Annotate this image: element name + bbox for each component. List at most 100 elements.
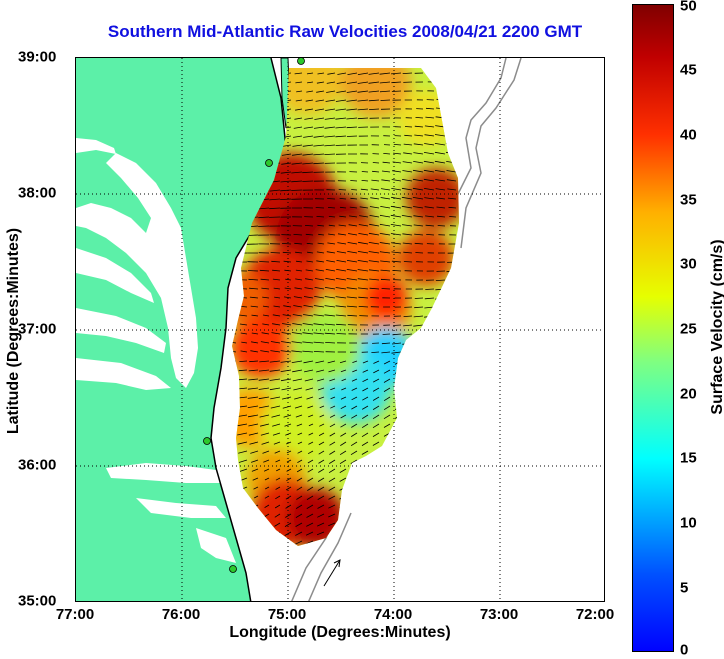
velocity-vector (335, 296, 347, 299)
velocity-vector (379, 251, 391, 254)
velocity-vector (232, 504, 237, 508)
velocity-vector (380, 260, 391, 263)
velocity-vector (362, 513, 369, 516)
velocity-vector (270, 341, 281, 344)
velocity-vector (391, 522, 402, 525)
velocity-vector (360, 197, 369, 200)
velocity-vector (317, 495, 325, 500)
velocity-vector (313, 341, 325, 344)
velocity-vector (340, 414, 347, 419)
velocity-vector (317, 504, 325, 509)
velocity-vector (423, 540, 435, 543)
velocity-vector (302, 153, 314, 156)
velocity-vector (391, 196, 402, 200)
velocity-vector (413, 315, 424, 318)
velocity-vector (402, 513, 413, 516)
velocity-vector (351, 378, 358, 382)
velocity-vector (324, 305, 336, 308)
velocity-vector (315, 269, 325, 272)
velocity-vector (306, 260, 314, 263)
velocity-vector (369, 287, 380, 290)
velocity-vector (390, 233, 402, 236)
velocity-vector (412, 169, 424, 173)
velocity-vector (285, 495, 292, 500)
velocity-vector (339, 198, 347, 200)
velocity-vector (346, 108, 358, 111)
velocity-vector (238, 369, 248, 372)
velocity-vector (236, 423, 248, 427)
velocity-vector (262, 296, 270, 299)
velocity-vector (294, 72, 303, 75)
velocity-vector (348, 224, 358, 227)
velocity-vector (291, 350, 303, 353)
velocity-vector (361, 423, 369, 429)
velocity-vector (383, 387, 391, 392)
velocity-vector (317, 486, 325, 491)
velocity-vector (391, 242, 402, 245)
velocity-vector (248, 278, 259, 281)
velocity-vector (271, 414, 281, 418)
velocity-vector (280, 350, 292, 353)
velocity-vector (260, 278, 270, 281)
velocity-vector (347, 72, 358, 75)
velocity-vector (263, 522, 270, 527)
colorbar-tick: 20 (680, 385, 697, 403)
velocity-vector (329, 378, 336, 382)
velocity-vector (390, 224, 402, 227)
velocity-vector (272, 314, 281, 317)
colorbar-tick: 45 (680, 61, 697, 79)
velocity-vector (232, 414, 237, 417)
velocity-vector (446, 459, 457, 463)
velocity-vector (270, 252, 281, 254)
velocity-vector (361, 477, 369, 482)
velocity-vector (335, 117, 347, 120)
velocity-vector (335, 287, 347, 290)
velocity-vector (293, 305, 303, 308)
velocity-vector (307, 81, 314, 84)
velocity-vector (276, 468, 281, 472)
velocity-vector (424, 197, 435, 200)
velocity-vector (313, 144, 325, 147)
velocity-vector (446, 522, 457, 525)
velocity-vector (250, 459, 259, 463)
velocity-vector (251, 332, 259, 335)
velocity-vector (247, 414, 259, 418)
velocity-vector (447, 441, 457, 445)
velocity-vector (306, 513, 314, 518)
velocity-vector (249, 441, 259, 445)
velocity-vector (413, 224, 424, 227)
velocity-vector (391, 531, 402, 534)
colorbar-tick: 30 (680, 255, 697, 273)
velocity-vector (316, 531, 325, 536)
velocity-vector (318, 441, 325, 446)
velocity-vector (351, 387, 358, 391)
velocity-vector (293, 126, 303, 129)
velocity-vector (417, 414, 424, 419)
velocity-vector (286, 477, 292, 482)
velocity-vector (428, 414, 435, 418)
velocity-vector (330, 405, 336, 409)
velocity-vector (249, 287, 259, 290)
velocity-vector (403, 152, 413, 155)
velocity-vector (379, 223, 391, 227)
velocity-vector (273, 305, 281, 308)
velocity-vector (451, 396, 457, 400)
velocity-vector (294, 117, 303, 120)
velocity-vector (313, 323, 325, 326)
velocity-vector (251, 314, 259, 317)
velocity-vector (280, 360, 292, 363)
velocity-vector (403, 315, 413, 317)
velocity-vector (413, 324, 424, 327)
velocity-vector (317, 522, 325, 527)
velocity-vector (347, 251, 358, 254)
velocity-vector (315, 278, 325, 281)
velocity-vector (263, 531, 270, 536)
velocity-vector (308, 414, 314, 418)
velocity-vector (445, 513, 457, 516)
velocity-vector (272, 269, 281, 272)
velocity-vector (405, 369, 413, 375)
velocity-vector (249, 360, 259, 363)
velocity-vector (384, 495, 391, 498)
velocity-vector (272, 423, 281, 427)
y-tick: 36:00 (18, 456, 57, 474)
